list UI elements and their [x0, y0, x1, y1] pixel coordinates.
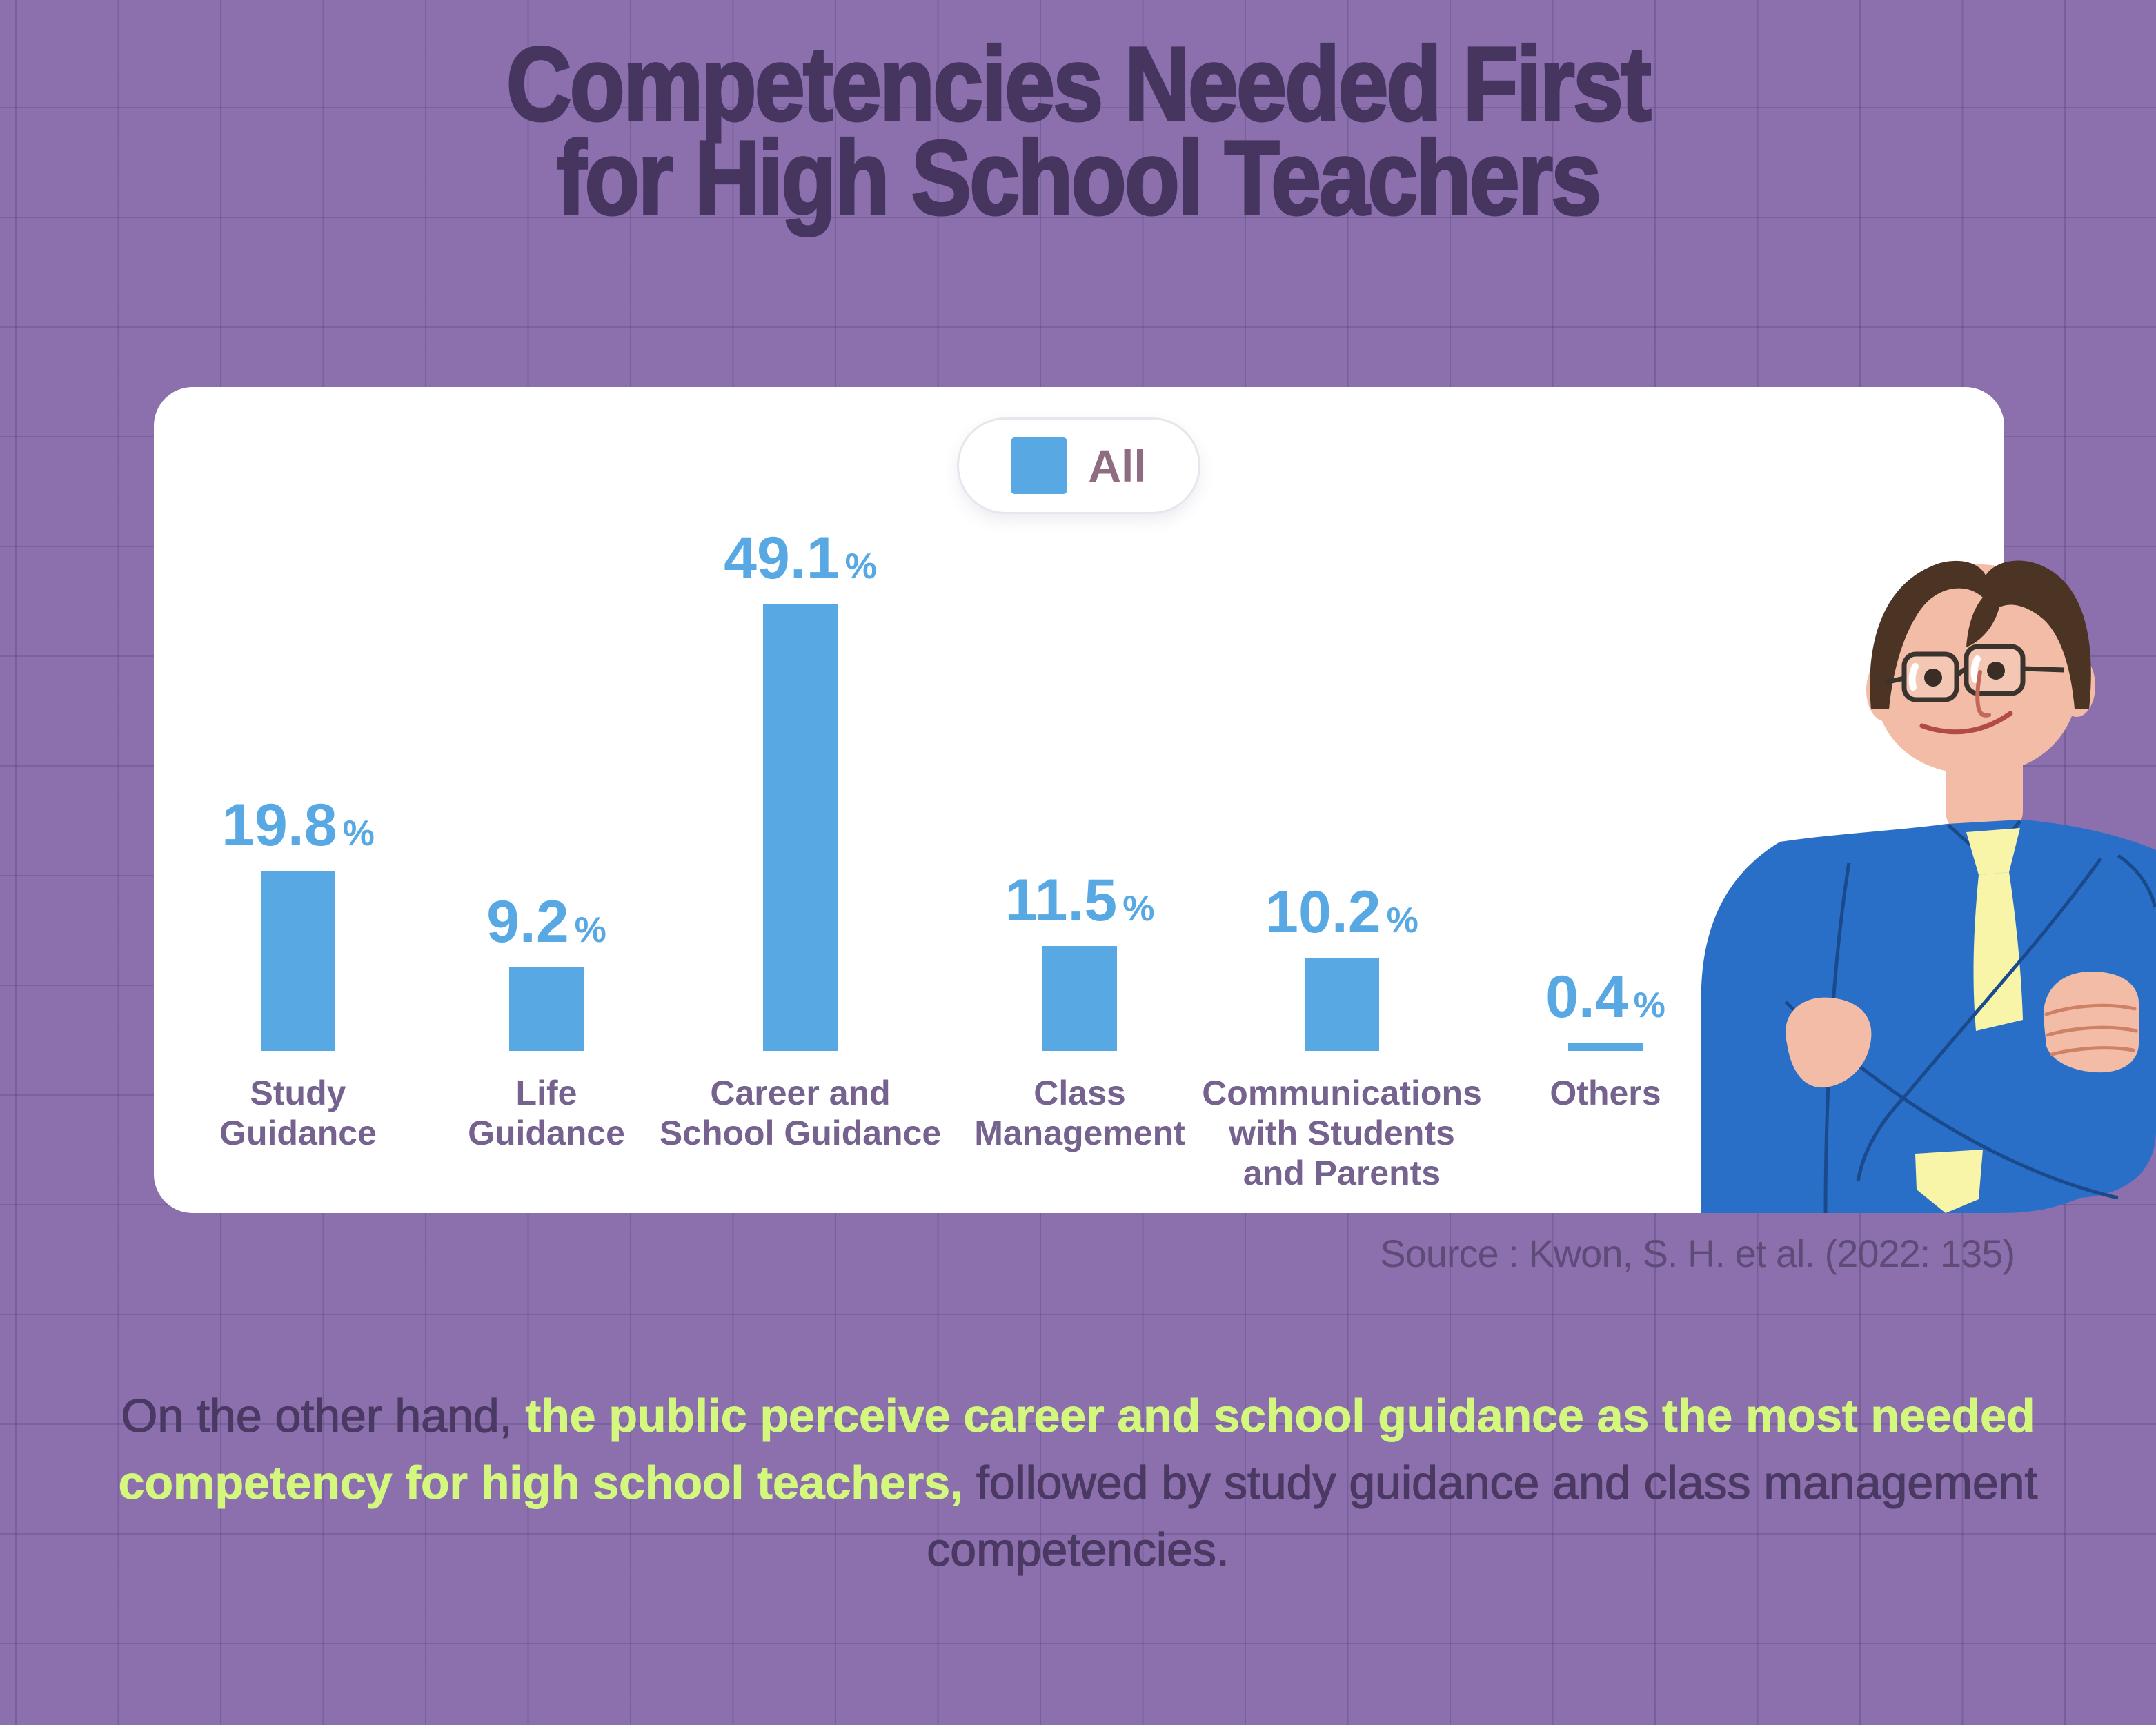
- page-title-line2: for High School Teachers: [555, 119, 1603, 237]
- teacher-illustration: [1677, 531, 2156, 1213]
- bar: [1042, 946, 1117, 1051]
- bar-category-label: Others: [1550, 1074, 1661, 1112]
- bar-category-label: Class Management: [974, 1074, 1185, 1152]
- bar-value-label: 49.1%: [724, 525, 877, 591]
- bar: [1305, 958, 1379, 1051]
- caption-part2: followed by study guidance and class man…: [927, 1456, 2038, 1576]
- bar-category-label: Communications with Students and Parents: [1202, 1074, 1482, 1192]
- caption-part1: On the other hand,: [121, 1389, 526, 1442]
- source-text: Source : Kwon, S. H. et al. (2022: 135): [1380, 1232, 2015, 1275]
- bar-value-label: 9.2%: [486, 889, 606, 955]
- caption-highlight: the public perceive career and school gu…: [118, 1390, 2035, 1510]
- bar-category-label: Study Guidance: [219, 1074, 377, 1152]
- caption-paragraph: On the other hand, the public perceive c…: [102, 1383, 2055, 1584]
- bar: [261, 871, 335, 1051]
- bar-value-label: 11.5%: [1005, 867, 1155, 934]
- chart-legend: All: [957, 417, 1200, 514]
- bar: [763, 604, 838, 1051]
- bar-category-label: Life Guidance: [468, 1074, 625, 1152]
- page-title: Competencies Needed First for High Schoo…: [151, 26, 2006, 237]
- legend-swatch-icon: [1011, 437, 1068, 494]
- legend-label: All: [1088, 440, 1147, 491]
- bar-value-label: 0.4%: [1545, 964, 1665, 1030]
- bar-value-label: 10.2%: [1265, 879, 1418, 945]
- page-title-line1: Competencies Needed First: [505, 26, 1652, 143]
- bar: [509, 967, 584, 1051]
- teacher-illustration-svg: [1701, 560, 2156, 1213]
- bar: [1568, 1043, 1643, 1051]
- chart-card: All 19.8% Study Guidance 9.2% Life Guidance 49…: [154, 387, 2004, 1213]
- bar-category-label: Career and School Guidance: [659, 1074, 942, 1152]
- bar-value-label: 19.8%: [221, 792, 375, 858]
